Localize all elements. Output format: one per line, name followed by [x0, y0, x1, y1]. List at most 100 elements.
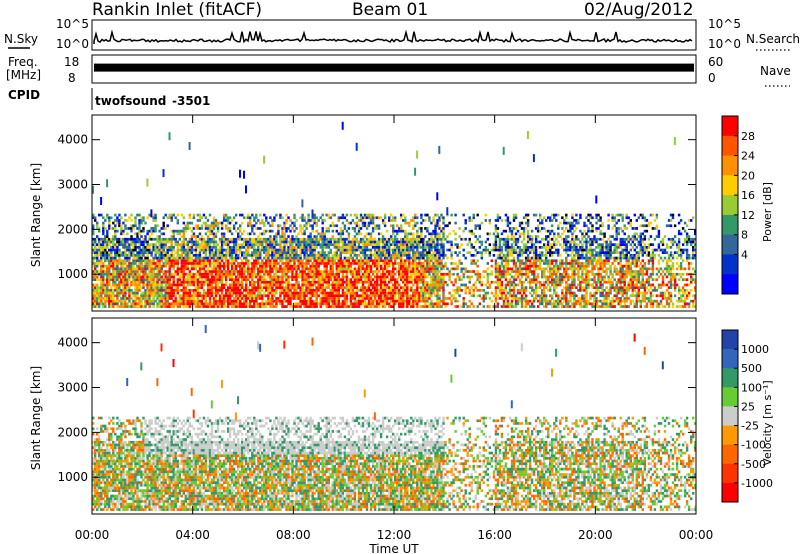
- echo-cell: [440, 246, 443, 249]
- echo-cell: [361, 221, 365, 225]
- echo-cell: [112, 297, 115, 300]
- echo-cell: [297, 254, 300, 257]
- echo-cell: [335, 246, 339, 249]
- echo-cell: [480, 256, 484, 260]
- echo-cell: [132, 299, 135, 303]
- echo-cell: [339, 254, 343, 257]
- echo-cell: [351, 272, 355, 276]
- echo-cell: [436, 286, 439, 289]
- echo-cell: [136, 240, 139, 244]
- echo-cell: [432, 305, 435, 308]
- echo-cell: [365, 259, 369, 263]
- echo-cell: [371, 305, 375, 308]
- echo-cell: [230, 272, 234, 276]
- echo-cell: [198, 256, 202, 260]
- echo-cell: [416, 291, 419, 295]
- echo-cell: [504, 248, 508, 252]
- echo-cell: [496, 232, 500, 236]
- echo-cell: [269, 267, 272, 271]
- echo-cell: [162, 237, 165, 241]
- echo-cell: [295, 246, 298, 249]
- echo-cell: [126, 305, 129, 308]
- echo-cell: [373, 270, 377, 273]
- echo-cell: [178, 229, 182, 233]
- echo-cell: [144, 305, 147, 308]
- echo-cell: [355, 286, 359, 289]
- echo-cell: [498, 297, 502, 300]
- echo-cell: [339, 216, 343, 220]
- echo-cell: [232, 289, 236, 292]
- echo-cell: [472, 270, 475, 273]
- echo-cell: [379, 294, 383, 298]
- echo-cell: [428, 251, 431, 254]
- echo-cell: [466, 243, 469, 246]
- echo-cell: [142, 264, 145, 268]
- echo-cell: [128, 278, 131, 281]
- echo-cell: [426, 283, 429, 287]
- echo-cell: [287, 262, 290, 265]
- echo-cell: [446, 207, 449, 216]
- echo-cell: [440, 299, 443, 303]
- echo-cell: [301, 232, 304, 236]
- echo-cell: [398, 246, 401, 249]
- echo-cell: [98, 278, 101, 281]
- echo-cell: [224, 264, 228, 268]
- echo-cell: [496, 256, 500, 260]
- echo-cell: [369, 297, 373, 300]
- echo-cell: [400, 267, 403, 271]
- echo-cell: [230, 248, 234, 252]
- echo-cell: [190, 248, 194, 252]
- echo-cell: [454, 237, 457, 241]
- echo-cell: [104, 251, 107, 254]
- echo-cell: [228, 246, 232, 249]
- echo-cell: [311, 294, 314, 298]
- echo-cell: [498, 291, 502, 295]
- echo-cell: [418, 280, 421, 284]
- echo-cell: [247, 240, 250, 244]
- echo-cell: [257, 305, 260, 308]
- echo-cell: [192, 278, 196, 281]
- echo-cell: [239, 302, 242, 306]
- echo-cell: [220, 294, 224, 298]
- echo-cell: [502, 291, 506, 295]
- echo-cell: [396, 289, 399, 292]
- echo-cell: [186, 297, 190, 300]
- echo-cell: [154, 272, 157, 276]
- echo-cell: [168, 256, 171, 260]
- echo-cell: [92, 264, 95, 268]
- echo-cell: [434, 254, 437, 257]
- echo-cell: [222, 270, 226, 273]
- echo-cell: [313, 256, 316, 260]
- echo-cell: [412, 270, 415, 273]
- echo-cell: [420, 270, 423, 273]
- echo-cell: [321, 243, 324, 246]
- echo-cell: [96, 305, 99, 308]
- echo-cell: [162, 262, 165, 265]
- echo-cell: [130, 264, 133, 268]
- echo-cell: [381, 275, 385, 279]
- echo-cell: [263, 224, 266, 228]
- echo-cell: [269, 275, 272, 279]
- echo-cell: [428, 254, 431, 257]
- echo-cell: [408, 275, 411, 279]
- echo-cell: [321, 294, 324, 298]
- echo-cell: [216, 259, 220, 263]
- echo-cell: [329, 270, 333, 273]
- echo-cell: [174, 243, 177, 246]
- echo-cell: [303, 267, 306, 271]
- echo-cell: [218, 270, 222, 273]
- echo-cell: [273, 278, 276, 281]
- echo-cell: [194, 289, 198, 292]
- echo-cell: [154, 299, 157, 303]
- echo-cell: [96, 286, 99, 289]
- echo-cell: [323, 232, 326, 236]
- echo-cell: [468, 219, 471, 222]
- echo-cell: [398, 248, 401, 252]
- echo-cell: [164, 299, 167, 303]
- echo-cell: [434, 289, 437, 292]
- echo-cell: [430, 302, 433, 306]
- echo-cell: [442, 275, 445, 279]
- echo-cell: [400, 213, 403, 217]
- echo-cell: [255, 297, 258, 300]
- echo-cell: [108, 302, 111, 306]
